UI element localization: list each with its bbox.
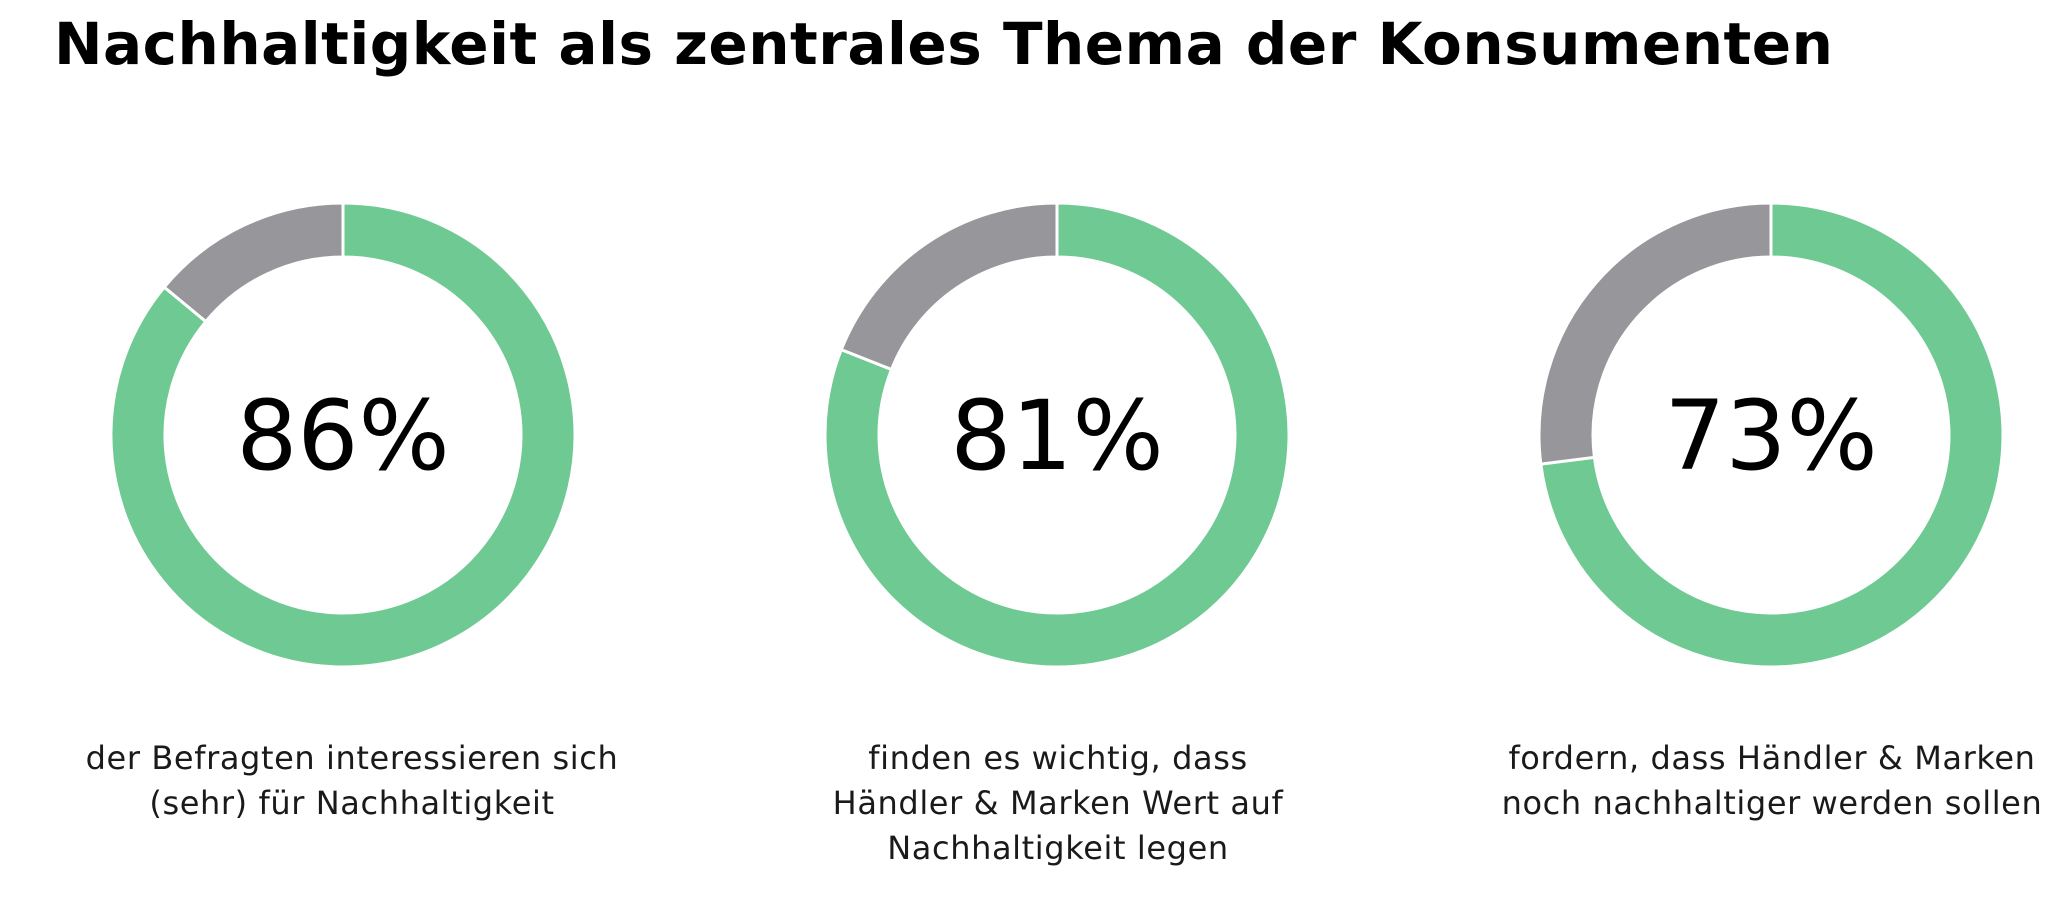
donut-slice-share [823,201,1291,669]
donut-slice-remainder [839,201,1059,372]
donut-slice-share [109,201,577,669]
donut-slice-remainder [1537,201,1773,466]
donut-chart-3: 73% [1537,201,2005,669]
donut-percent-label: 73% [1664,380,1877,492]
donut-slice-share [1539,201,2005,669]
caption-line: finden es wichtig, dass [868,739,1248,777]
page-title: Nachhaltigkeit als zentrales Thema der K… [54,10,1834,78]
caption-line: Händler & Marken Wert auf [832,784,1284,822]
caption-line: noch nachhaltiger werden sollen [1501,784,2043,822]
donut-caption-1: der Befragten interessieren sich (sehr) … [42,736,662,826]
caption-line: (sehr) für Nachhaltigkeit [149,784,555,822]
caption-line: Nachhaltigkeit legen [887,829,1229,867]
caption-line: der Befragten interessieren sich [85,739,619,777]
donut-caption-3: fordern, dass Händler & Marken noch nach… [1462,736,2066,826]
donut-percent-label: 86% [236,380,449,492]
donut-slice-remainder [162,201,345,324]
caption-line: fordern, dass Händler & Marken [1508,739,2036,777]
donut-percent-label: 81% [950,380,1163,492]
donut-chart-1: 86% [109,201,577,669]
donut-chart-2: 81% [823,201,1291,669]
donut-caption-2: finden es wichtig, dass Händler & Marken… [748,736,1368,871]
